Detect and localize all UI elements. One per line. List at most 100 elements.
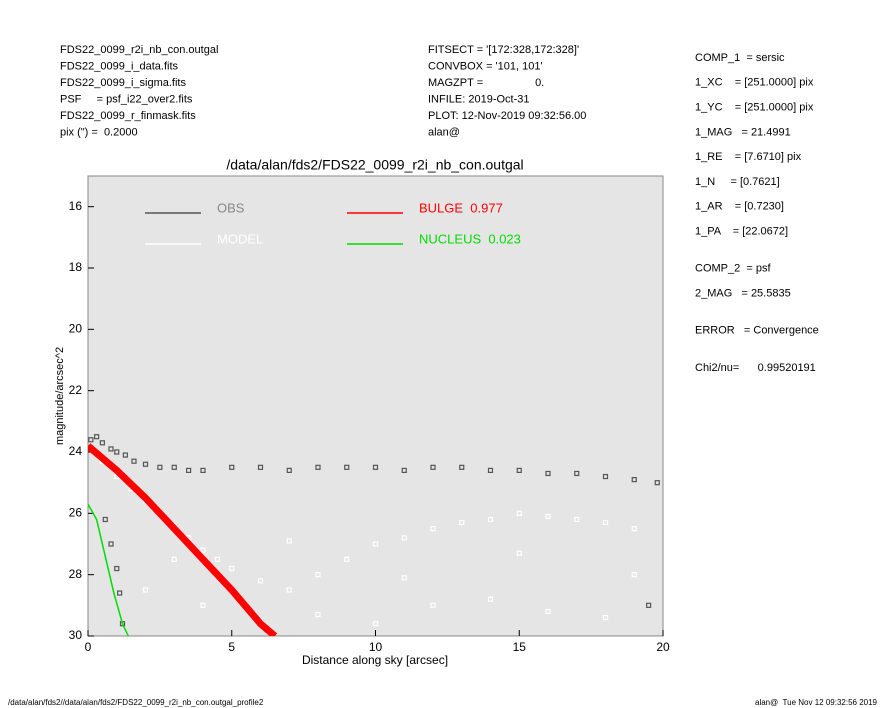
data-point [171, 464, 177, 470]
data-point [487, 516, 494, 523]
header-middle-line: alan@ [428, 126, 460, 138]
header-middle-line: PLOT: 12-Nov-2019 09:32:56.00 [428, 110, 586, 122]
header-left-line: FDS22_0099_i_sigma.fits [60, 77, 186, 89]
header-left-line: FDS22_0099_r2i_nb_con.outgal [60, 44, 218, 56]
data-point [171, 556, 177, 562]
data-point [545, 513, 551, 520]
header-middle-line: INFILE: 2019-Oct-31 [428, 93, 530, 105]
footer-left: /data/alan/fds2//data/alan/fds2/FDS22_00… [8, 698, 264, 707]
data-point [430, 526, 436, 532]
header-left-line: PSF = psf_i22_over2.fits [60, 93, 193, 105]
data-point [654, 480, 660, 486]
data-point [401, 575, 407, 581]
data-point [516, 467, 522, 473]
x-tick-label: 10 [369, 640, 383, 654]
model-curve [88, 443, 278, 636]
legend-label: BULGE 0.977 [419, 200, 503, 215]
x-tick-label: 0 [85, 640, 92, 654]
data-point [315, 572, 321, 578]
fit-parameter: 1_PA = [22.0672] [695, 226, 788, 238]
data-point [315, 464, 321, 470]
data-point [200, 602, 206, 608]
data-point [286, 538, 292, 544]
header-left-line: pix (") = 0.2000 [60, 126, 138, 138]
data-point [200, 547, 206, 553]
data-point [372, 464, 379, 470]
legend-label: MODEL [217, 231, 263, 246]
y-tick-label: 28 [69, 567, 83, 581]
x-tick-label: 5 [228, 640, 235, 654]
data-point [401, 467, 407, 473]
data-point [108, 541, 114, 547]
data-point [430, 602, 436, 608]
fit-parameter: 1_N = [0.7621] [695, 176, 780, 188]
data-point [117, 590, 123, 596]
fit-parameter: Chi2/nu= 0.99520191 [695, 362, 816, 374]
data-point [545, 470, 551, 477]
y-tick-label: 30 [69, 628, 83, 642]
data-point [200, 467, 206, 473]
header-left-line: FDS22_0099_r_finmask.fits [60, 110, 196, 122]
data-point [430, 464, 436, 470]
x-tick-label: 15 [513, 640, 527, 654]
data-point [286, 467, 292, 473]
fit-parameter: 1_XC = [251.0000] pix [695, 77, 814, 89]
data-point [602, 519, 609, 526]
fit-parameter: 2_MAG = 25.5835 [695, 288, 791, 300]
data-point [229, 464, 235, 470]
header-left-line: FDS22_0099_i_data.fits [60, 60, 179, 72]
fit-parameter: COMP_1 = sersic [695, 52, 785, 64]
y-tick-label: 16 [69, 199, 83, 213]
data-point [401, 535, 407, 541]
data-point [157, 464, 163, 470]
data-point [516, 510, 522, 516]
data-point [344, 464, 350, 470]
data-point [257, 464, 264, 470]
data-point [372, 621, 379, 627]
y-tick-label: 20 [69, 322, 83, 336]
data-point [574, 516, 580, 523]
y-tick-label: 22 [69, 383, 83, 397]
data-point [372, 541, 379, 547]
data-point [631, 526, 637, 532]
data-point [344, 556, 350, 562]
data-point [631, 477, 637, 483]
y-tick-label: 24 [69, 444, 83, 458]
data-point [631, 572, 637, 578]
data-point [229, 565, 235, 572]
data-point [545, 608, 551, 615]
data-point [487, 467, 494, 473]
data-point [214, 556, 220, 562]
header-middle-line: CONVBOX = '101, 101' [428, 60, 543, 72]
chart-title: /data/alan/fds2/FDS22_0099_r2i_nb_con.ou… [226, 157, 523, 173]
fit-parameter: 1_RE = [7.6710] pix [695, 151, 802, 163]
fit-parameter: COMP_2 = psf [695, 263, 771, 275]
data-point [574, 470, 580, 477]
y-tick-label: 26 [69, 506, 83, 520]
legend-label: OBS [217, 200, 245, 215]
data-point [487, 596, 494, 602]
data-point [122, 452, 128, 458]
data-point [315, 611, 321, 618]
data-point [286, 587, 292, 593]
data-point [102, 516, 108, 523]
data-point [108, 446, 114, 452]
data-point [646, 602, 652, 608]
data-point [257, 578, 264, 584]
data-point [459, 519, 465, 526]
data-point [142, 461, 149, 467]
footer-right: alan@ Tue Nov 12 09:32:56 2019 [755, 698, 878, 707]
fit-parameter: 1_AR = [0.7230] [695, 201, 784, 213]
data-point [516, 550, 522, 556]
header-middle-line: MAGZPT = 0. [428, 77, 544, 89]
data-point [186, 467, 192, 473]
data-point [142, 587, 149, 593]
y-axis-label: magnitude/arcsec^2 [54, 347, 66, 445]
legend-label: NUCLEUS 0.023 [419, 231, 521, 246]
data-point [99, 440, 105, 446]
x-axis-label: Distance along sky [arcsec] [302, 653, 448, 667]
data-point [94, 434, 100, 440]
data-point [602, 473, 609, 480]
model-curve [88, 503, 129, 636]
fit-parameter: 1_MAG = 21.4991 [695, 126, 791, 138]
